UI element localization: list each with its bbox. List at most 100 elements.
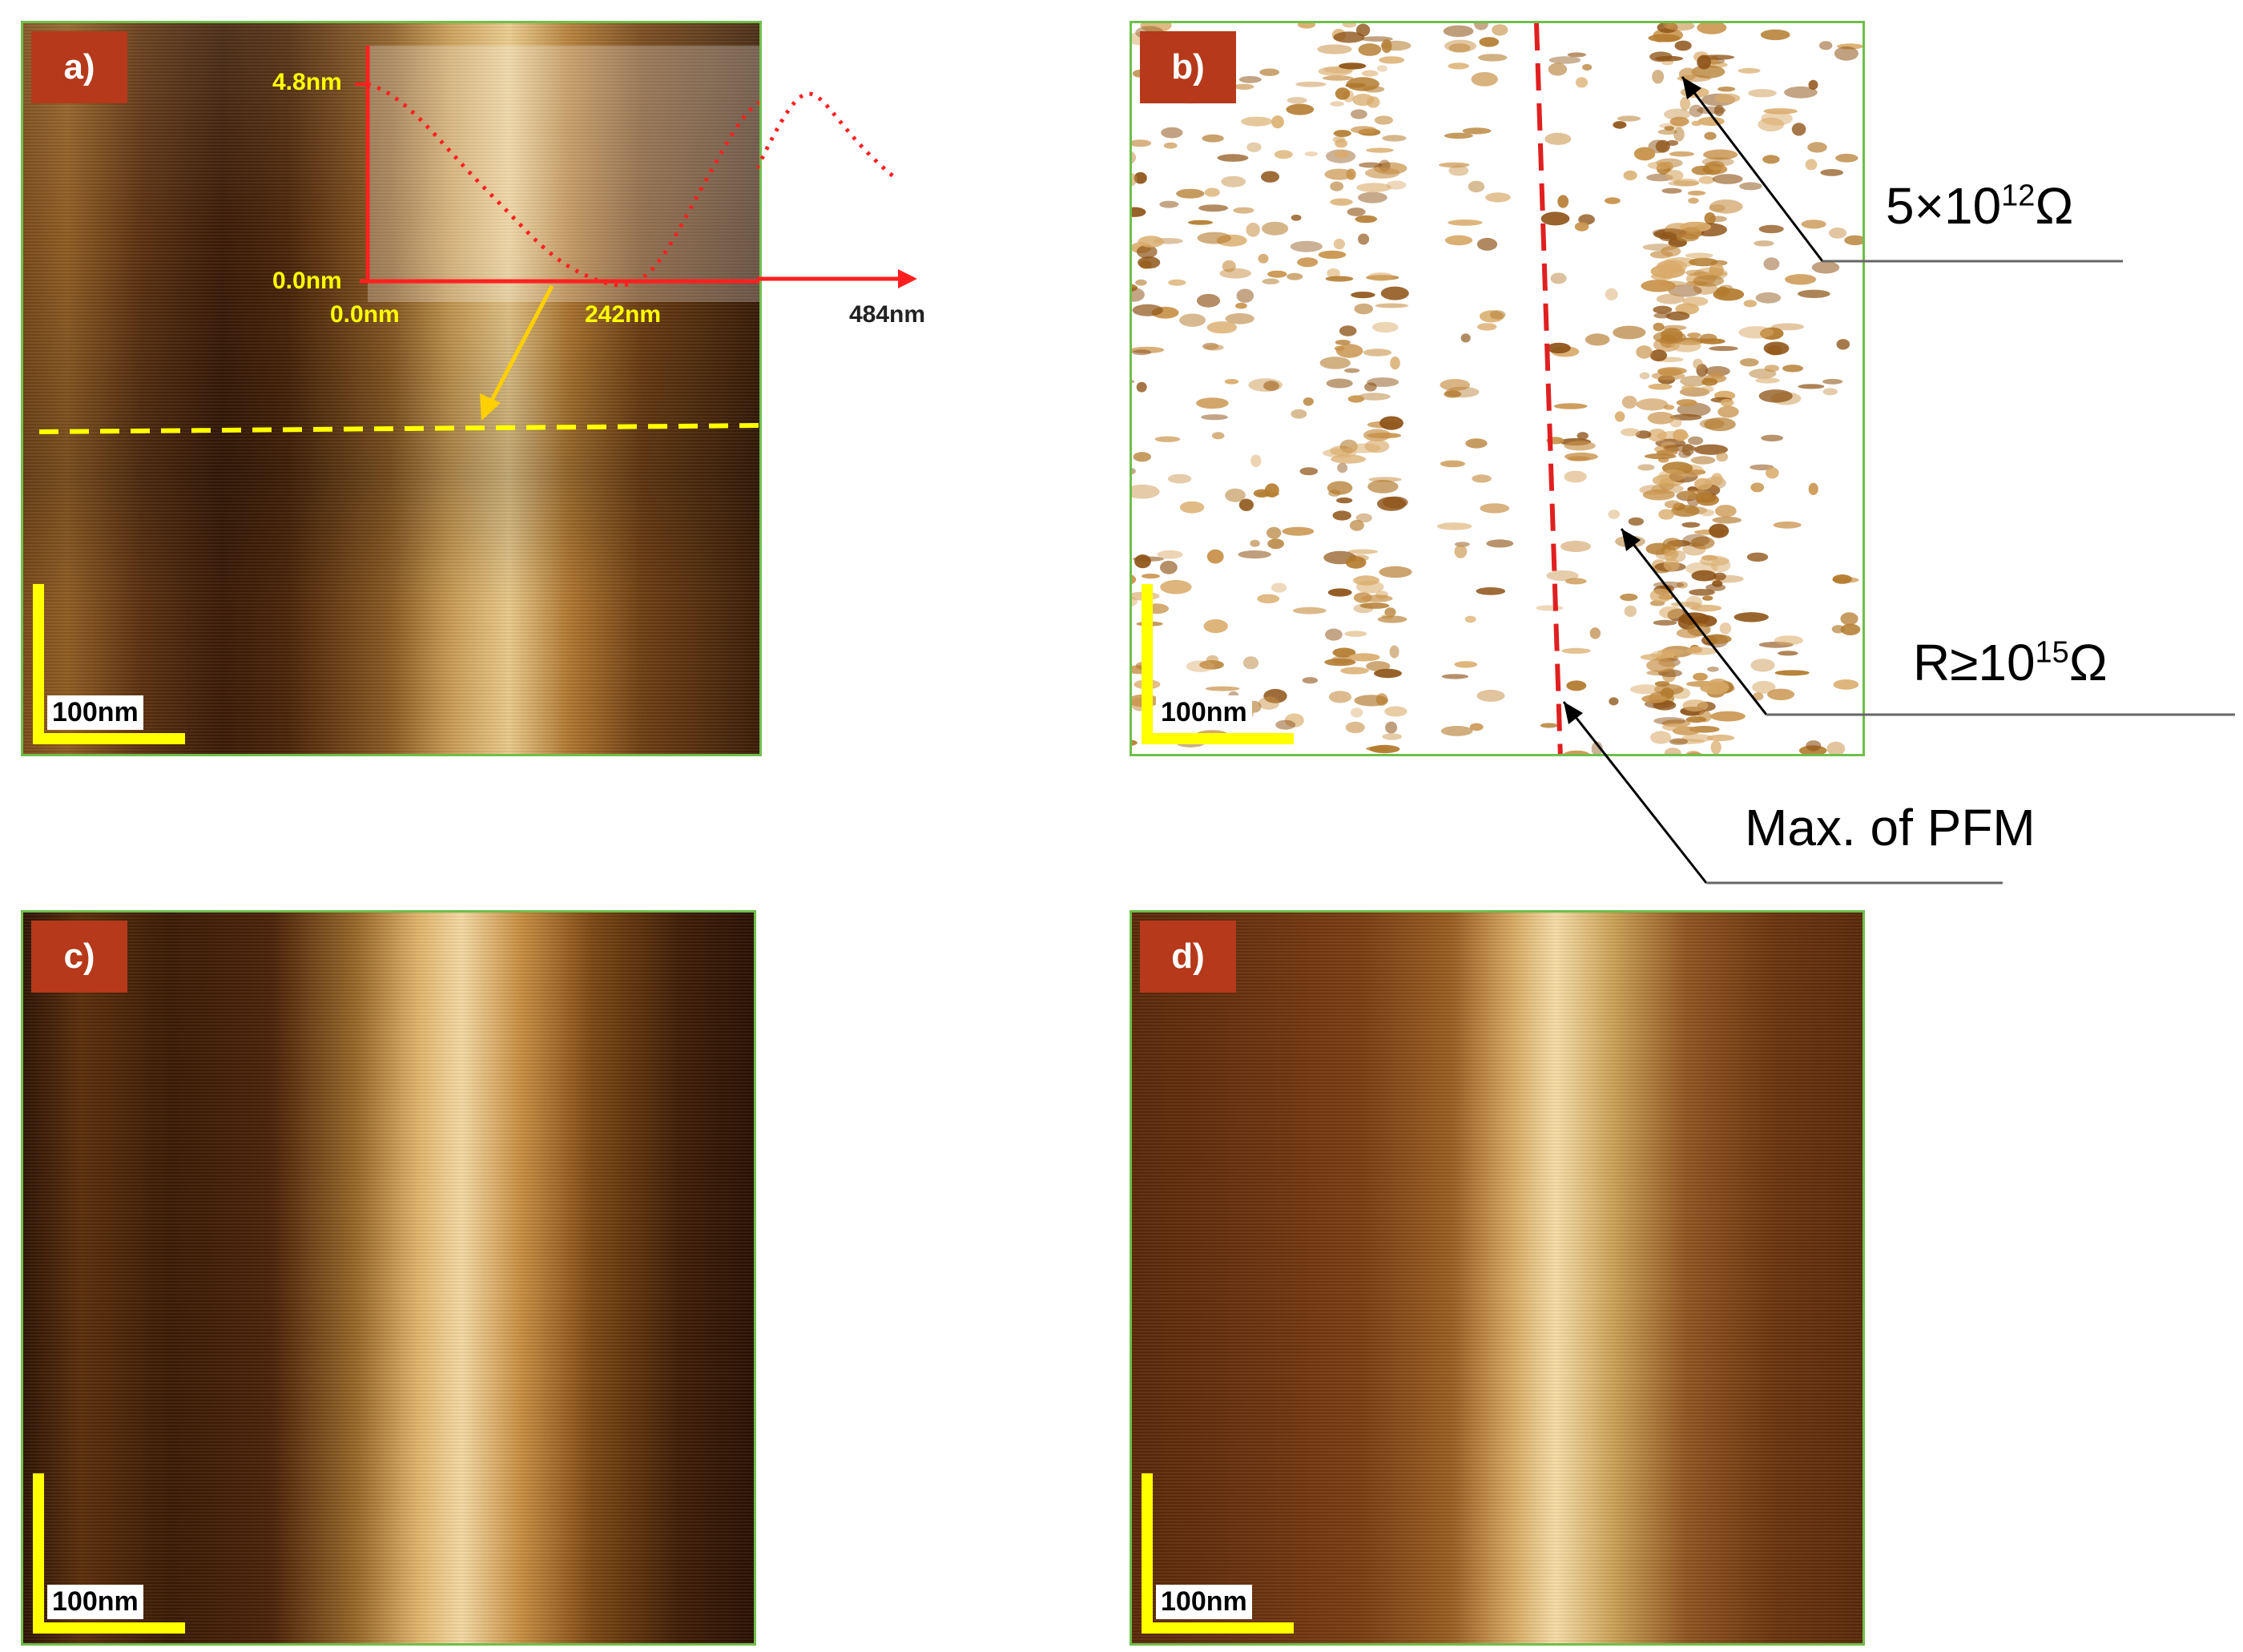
speckle: [1647, 161, 1673, 170]
speckle: [1763, 257, 1780, 271]
speckle: [1333, 31, 1365, 43]
speckle: [1614, 411, 1625, 422]
speckle: [1478, 54, 1508, 62]
speckle: [1295, 81, 1327, 87]
speckle: [1198, 204, 1229, 212]
speckle: [1782, 365, 1803, 373]
speckle: [1550, 272, 1567, 284]
speckle: [1755, 377, 1780, 384]
speckle: [1673, 127, 1685, 142]
speckle: [1589, 627, 1601, 639]
speckle: [1224, 379, 1239, 385]
speckle: [1138, 256, 1161, 269]
speckle: [1688, 436, 1704, 445]
speckle: [1629, 684, 1662, 695]
speckle: [1746, 552, 1769, 562]
speckle: [1840, 623, 1861, 635]
speckle: [1351, 109, 1367, 119]
speckle: [1544, 132, 1572, 145]
speckle: [1135, 279, 1147, 286]
speckle: [1468, 180, 1485, 193]
scale-bar-horizontal: [1142, 1622, 1294, 1634]
speckle: [1693, 672, 1708, 681]
speckle: [1624, 605, 1637, 618]
speckle: [1719, 623, 1732, 635]
speckle: [1653, 322, 1665, 332]
speckle: [1364, 439, 1390, 453]
speckle: [1344, 368, 1360, 373]
speckle: [1282, 526, 1315, 536]
speckle: [1660, 280, 1686, 288]
scale-bar-label: 100nm: [1156, 695, 1252, 730]
speckle: [1758, 224, 1784, 234]
speckle: [1290, 240, 1323, 252]
speckle: [1778, 651, 1798, 656]
speckle: [1658, 232, 1677, 242]
speckle: [1702, 595, 1713, 601]
speckle: [1690, 604, 1722, 612]
speckle: [1557, 195, 1569, 208]
panel-label: c): [31, 921, 127, 993]
speckle: [1246, 222, 1260, 237]
speckle: [1132, 467, 1136, 475]
speckle: [1699, 555, 1730, 566]
image-texture: [23, 913, 754, 1643]
speckle: [1204, 344, 1224, 351]
panel-label: b): [1140, 31, 1236, 103]
speckle: [1351, 126, 1377, 134]
speckle: [1713, 288, 1745, 301]
speckle: [1651, 483, 1684, 494]
speckle: [1540, 723, 1558, 728]
speckle: [1663, 558, 1680, 572]
speckle: [1639, 372, 1650, 380]
speckle: [1359, 602, 1390, 609]
speckle: [1476, 689, 1505, 702]
speckle: [1267, 538, 1284, 550]
scale-bar-horizontal: [33, 1622, 185, 1634]
speckle: [1474, 23, 1488, 30]
speckle: [1157, 550, 1183, 559]
speckle: [1620, 593, 1638, 602]
speckle: [1763, 341, 1790, 356]
speckle: [1206, 321, 1238, 334]
profile-axis-extension: [757, 269, 917, 288]
speckle: [1743, 300, 1758, 308]
speckle: [1324, 168, 1354, 180]
speckle: [1661, 187, 1682, 194]
speckle: [1693, 444, 1728, 455]
speckle: [1335, 340, 1351, 345]
speckle: [1327, 588, 1352, 597]
speckle: [1492, 24, 1508, 36]
speckle: [1141, 574, 1161, 579]
speckle: [1250, 539, 1260, 547]
speckle: [1132, 151, 1137, 164]
speckle: [1132, 484, 1160, 499]
scale-bar-vertical: [33, 584, 44, 744]
speckle: [1685, 269, 1705, 276]
speckle: [1690, 536, 1715, 550]
speckle: [1154, 436, 1181, 442]
speckle: [1199, 660, 1224, 670]
speckle: [1299, 467, 1319, 476]
scale-bar-label: 100nm: [47, 1585, 143, 1619]
speckle: [1548, 62, 1568, 76]
speckle: [1750, 659, 1775, 672]
speckle: [1653, 330, 1686, 345]
speckle: [1377, 615, 1407, 623]
speckle: [1689, 589, 1715, 596]
speckle: [1642, 244, 1677, 252]
speckle: [1448, 220, 1483, 226]
image-texture: [1132, 913, 1862, 1643]
speckle: [1132, 574, 1137, 585]
speckle: [1697, 106, 1726, 115]
speckle: [1714, 505, 1737, 518]
speckle: [1355, 513, 1372, 523]
speckle: [1334, 150, 1350, 159]
scale-bar-horizontal: [33, 733, 185, 744]
speckle: [1366, 661, 1391, 671]
speckle: [1364, 167, 1400, 179]
speckle: [1440, 726, 1473, 736]
speckle: [1708, 160, 1725, 171]
speckle: [1665, 311, 1690, 321]
speckle: [1161, 127, 1183, 139]
